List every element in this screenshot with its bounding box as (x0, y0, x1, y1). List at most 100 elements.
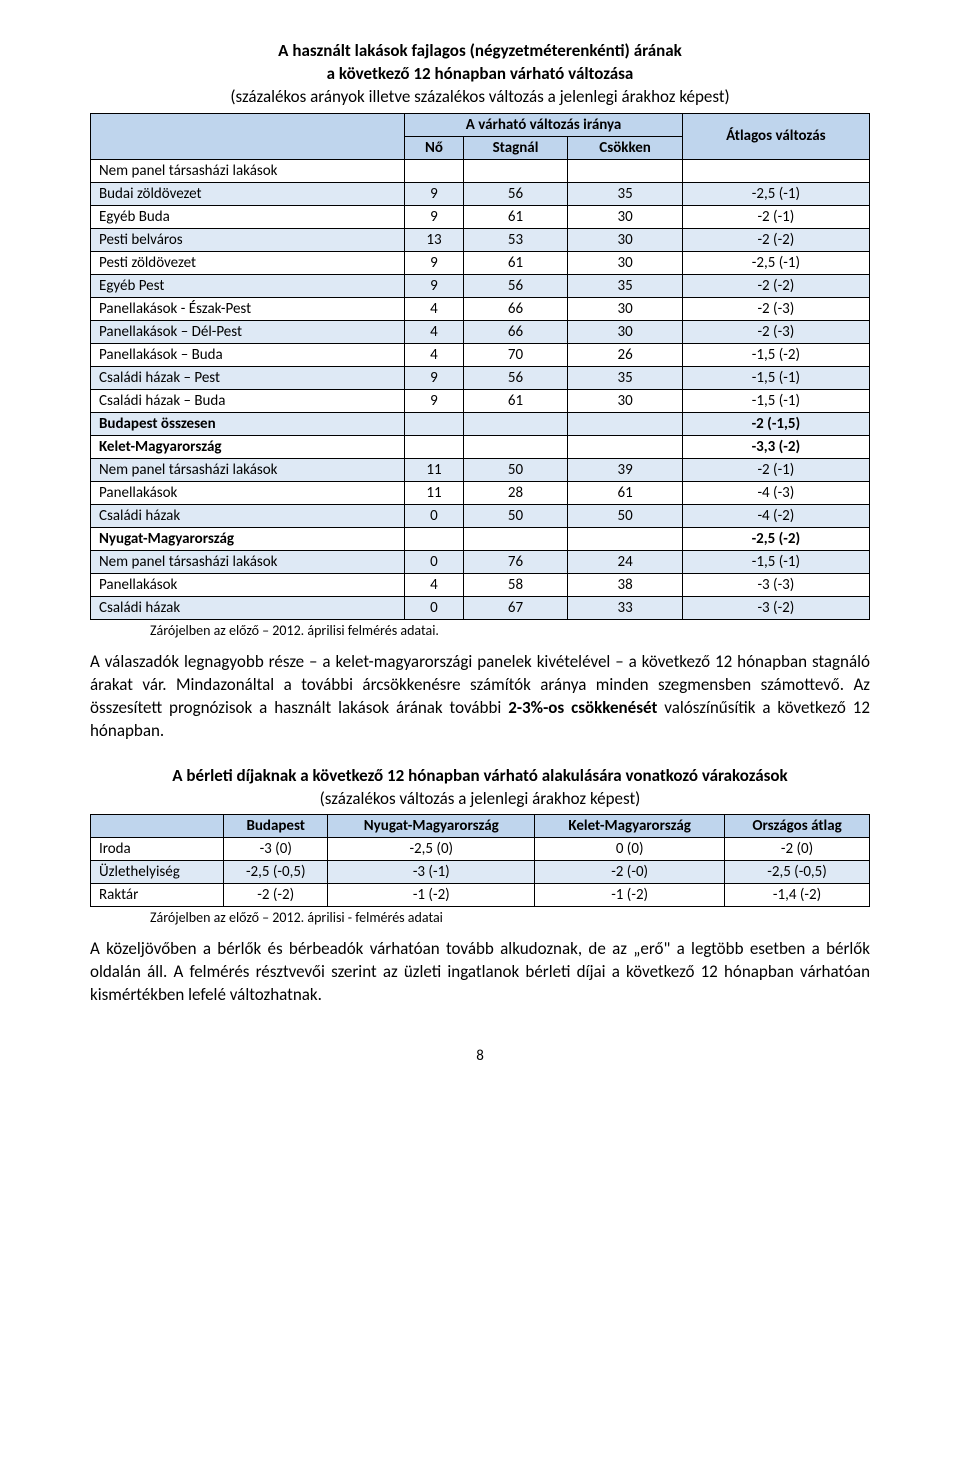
header-group: A várható változás iránya (405, 113, 682, 136)
table-cell: Raktár (91, 884, 224, 907)
table-cell: Családi házak (91, 504, 405, 527)
table-cell (568, 159, 682, 182)
table-cell: 4 (405, 297, 463, 320)
table-cell: -2 (-1,5) (682, 412, 869, 435)
table-cell: 58 (463, 573, 568, 596)
table-cell: 50 (568, 504, 682, 527)
table-cell: 9 (405, 251, 463, 274)
table-cell: 9 (405, 182, 463, 205)
header-csokken: Csökken (568, 136, 682, 159)
table-cell: 11 (405, 458, 463, 481)
table-cell: Nem panel társasházi lakások (91, 159, 405, 182)
table-row: Nem panel társasházi lakások07624-1,5 (-… (91, 550, 870, 573)
table-cell: 76 (463, 550, 568, 573)
table-cell: 61 (463, 205, 568, 228)
table-cell (568, 435, 682, 458)
table-cell: -1,4 (-2) (725, 884, 870, 907)
table-cell: 30 (568, 251, 682, 274)
table-cell: 38 (568, 573, 682, 596)
table-row: Iroda-3 (0)-2,5 (0)0 (0)-2 (0) (91, 838, 870, 861)
table-cell (568, 412, 682, 435)
table-cell: -2,5 (-2) (682, 527, 869, 550)
table-cell: -2,5 (-1) (682, 251, 869, 274)
table-cell: 66 (463, 320, 568, 343)
table-row: Pesti zöldövezet96130-2,5 (-1) (91, 251, 870, 274)
table-cell: 30 (568, 297, 682, 320)
table-cell: 35 (568, 366, 682, 389)
table-row: Családi házak06733-3 (-2) (91, 596, 870, 619)
table-cell: -2 (0) (725, 838, 870, 861)
table-cell: 13 (405, 228, 463, 251)
table-cell: 9 (405, 205, 463, 228)
table-cell: -1,5 (-1) (682, 366, 869, 389)
table-cell (463, 527, 568, 550)
table-cell: -2,5 (-0,5) (725, 861, 870, 884)
table-cell: -3 (-1) (328, 861, 535, 884)
table-row: Egyéb Buda96130-2 (-1) (91, 205, 870, 228)
table-row: Budai zöldövezet95635-2,5 (-1) (91, 182, 870, 205)
table-cell: 4 (405, 573, 463, 596)
table-row: Kelet-Magyarország-3,3 (-2) (91, 435, 870, 458)
table-cell: -2,5 (-1) (682, 182, 869, 205)
table-cell: Nem panel társasházi lakások (91, 458, 405, 481)
table-cell: -2 (-2) (224, 884, 328, 907)
table-cell: -2,5 (0) (328, 838, 535, 861)
table-row: Panellakások45838-3 (-3) (91, 573, 870, 596)
table-cell: 61 (463, 389, 568, 412)
table-cell: 56 (463, 366, 568, 389)
table-cell: Egyéb Buda (91, 205, 405, 228)
title-line1: A használt lakások fajlagos (négyzetméte… (90, 40, 870, 63)
table1-title: A használt lakások fajlagos (négyzetméte… (90, 40, 870, 109)
table-cell: Családi házak – Buda (91, 389, 405, 412)
table-cell: 67 (463, 596, 568, 619)
table-cell: Iroda (91, 838, 224, 861)
table-cell: Panellakások – Dél-Pest (91, 320, 405, 343)
empty-header2 (91, 815, 224, 838)
table-row: Nyugat-Magyarország -2,5 (-2) (91, 527, 870, 550)
page-number: 8 (90, 1047, 870, 1065)
table-cell: Nyugat-Magyarország (91, 527, 405, 550)
table-cell: 11 (405, 481, 463, 504)
table-cell: -2 (-3) (682, 320, 869, 343)
table-cell: Panellakások - Észak-Pest (91, 297, 405, 320)
table-cell: 50 (463, 458, 568, 481)
table-cell (405, 527, 463, 550)
paragraph-2: A közeljövőben a bérlők és bérbeadók vár… (90, 938, 870, 1007)
table-cell: -2 (-2) (682, 228, 869, 251)
table-cell: 70 (463, 343, 568, 366)
table-cell: Üzlethelyiség (91, 861, 224, 884)
table-cell: -2 (-2) (682, 274, 869, 297)
table-cell: Panellakások (91, 573, 405, 596)
table-cell: 0 (405, 504, 463, 527)
table-cell: 56 (463, 182, 568, 205)
table-cell: 30 (568, 228, 682, 251)
table-cell: -2 (-1) (682, 458, 869, 481)
table-row: Panellakások – Buda47026-1,5 (-2) (91, 343, 870, 366)
table-cell (568, 527, 682, 550)
table-cell: -3,3 (-2) (682, 435, 869, 458)
table-cell: -1 (-2) (328, 884, 535, 907)
table-cell: 66 (463, 297, 568, 320)
table-cell: 9 (405, 274, 463, 297)
table-cell: Nem panel társasházi lakások (91, 550, 405, 573)
table-cell: 53 (463, 228, 568, 251)
table-cell: 9 (405, 366, 463, 389)
header-nyugat: Nyugat-Magyarország (328, 815, 535, 838)
table-cell: -1,5 (-1) (682, 550, 869, 573)
table-row: Családi házak05050-4 (-2) (91, 504, 870, 527)
table-cell: 4 (405, 343, 463, 366)
table-cell: 0 (0) (535, 838, 725, 861)
table-cell: 61 (463, 251, 568, 274)
table-cell: Családi házak (91, 596, 405, 619)
table-cell: -2 (-1) (682, 205, 869, 228)
table-cell: 35 (568, 274, 682, 297)
paragraph-1: A válaszadók legnagyobb része – a kelet-… (90, 651, 870, 743)
table-cell: -1 (-2) (535, 884, 725, 907)
table-cell: 26 (568, 343, 682, 366)
table-cell (405, 412, 463, 435)
table-row: Panellakások – Dél-Pest46630-2 (-3) (91, 320, 870, 343)
table-cell: Pesti zöldövezet (91, 251, 405, 274)
table-cell: Budapest összesen (91, 412, 405, 435)
table-cell: -3 (-3) (682, 573, 869, 596)
table-row: Üzlethelyiség-2,5 (-0,5)-3 (-1)-2 (-0)-2… (91, 861, 870, 884)
